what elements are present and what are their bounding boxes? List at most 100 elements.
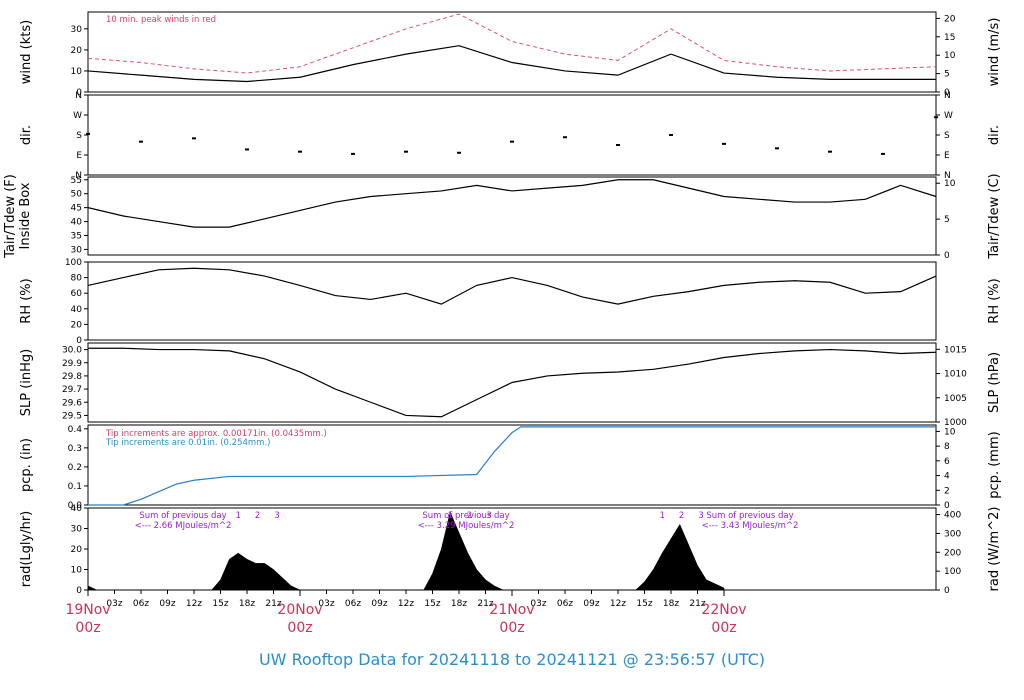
ytick-right-label: N [944,91,951,101]
pcp-note-1: Tip increments are approx. 0.00171in. (0… [105,429,327,439]
ytick-label: 29.6 [62,398,82,408]
ytick-label: 40 [71,218,83,228]
ytick-label: 29.5 [62,411,82,421]
ytick-label: 0.3 [68,444,82,454]
ytick-label: 29.8 [62,372,82,382]
ytick-right-label: 1010 [944,370,967,380]
ytick-label: 20 [71,545,83,555]
series-pcp [88,426,936,506]
ylabel-right-tair: Tair/Tdew (C) [987,173,1002,259]
rad-note-line2: <--- 3.29 MJoules/m^2 [418,521,515,531]
ytick-label: 30 [71,525,83,535]
point-dir [881,152,885,155]
day-label-time: 00z [711,620,736,636]
ylabel-pcp: pcp. (in) [19,438,34,492]
ytick-label: 20 [71,46,83,56]
rad-mark: 3 [274,511,279,521]
panel-frame-tair [87,176,937,256]
rad-mark: 2 [255,511,260,521]
wind-note: 10 min. peak winds in red [106,15,216,25]
ytick-right-label: 6 [944,457,950,467]
ytick-right-label: 1015 [944,345,967,355]
xtick-label: 12z [186,599,202,609]
panel-frame-slp [87,342,937,423]
day-label-date: 19Nov [65,602,110,618]
ytick-right-label: N [944,171,951,181]
ytick-label: 20 [71,320,83,330]
ylabel-right-dir: dir. [987,125,1002,145]
point-dir [722,142,726,145]
point-dir [245,148,249,151]
xtick-label: 18z [239,599,255,609]
point-dir [404,150,408,153]
ytick-label: N [75,171,82,181]
xtick-label: 15z [212,599,228,609]
ytick-right-label: 400 [944,511,961,521]
ytick-label: 55 [71,176,82,186]
pcp-note-2: Tip increments are 0.01in. (0.254mm.) [105,438,270,448]
rad-mark: 2 [467,511,472,521]
ylabel-right-wind: wind (m/s) [987,18,1002,87]
ytick-label: 0.0 [68,501,83,511]
day-label-date: 21Nov [489,602,534,618]
ytick-right-label: S [944,131,950,141]
xtick-label: 09z [371,599,387,609]
ytick-label: 0 [76,88,82,98]
ytick-label: 0.1 [68,482,82,492]
rad-mark: 2 [679,511,684,521]
point-dir [192,137,196,140]
ytick-right-label: 10 [944,51,956,61]
ylabel-dir: dir. [19,125,34,145]
xtick-label: 21z [689,599,705,609]
xtick-label: 15z [636,599,652,609]
point-dir [351,152,355,155]
rad-note-line2: <--- 2.66 MJoules/m^2 [135,521,232,531]
xtick-label: 12z [398,599,414,609]
rad-mark: 1 [659,511,664,521]
rad-note-line1: Sum of previous day [706,511,793,521]
xtick-label: 09z [583,599,599,609]
ytick-label: 0 [76,336,82,346]
ytick-label: 29.7 [62,385,82,395]
point-dir [563,136,567,139]
ytick-right-label: 0 [944,501,950,511]
panel-slp: SLP (inHg) SLP (hPa) 29.5 29.6 29.7 29.8 29.9 3… [19,342,1002,428]
point-dir [669,134,673,136]
ytick-label: E [76,151,82,161]
panel-rh: RH (%) RH (%) 0 20 40 60 80 100 [19,258,1002,346]
ytick-right-label: 15 [944,33,955,43]
panel-pcp: pcp. (in) pcp. (mm) 0.0 0.1 0.2 0.3 0.4 0 2 4 6 8 10 [19,424,1002,511]
rad-mark: 3 [486,511,491,521]
ytick-label: 100 [65,258,82,268]
day-label-date: 20Nov [277,602,322,618]
ytick-label: 30 [71,245,83,255]
xtick-label: 09z [159,599,175,609]
ylabel-wind: wind (kts) [19,20,34,84]
ytick-label: W [73,111,82,121]
panel-frame-rh [87,261,937,341]
xtick-label: 12z [610,599,626,609]
ytick-label: 29.9 [62,359,82,369]
ytick-right-label: 4 [944,472,950,482]
ytick-label: 45 [71,204,82,214]
point-dir [510,140,514,143]
ytick-right-label: 0 [944,88,950,98]
ytick-right-label: 200 [944,548,961,558]
point-dir [775,147,779,150]
ytick-label: 30 [71,25,83,35]
series-tair [87,179,937,228]
ytick-right-label: 0 [944,586,950,596]
ylabel-right-rh: RH (%) [987,278,1002,323]
series-rad [87,511,725,591]
ytick-right-label: E [944,151,950,161]
xtick-label: 06z [557,599,573,609]
ylabel-tair: Tair/Tdew (F) [3,174,18,259]
ytick-right-label: 2 [944,486,950,496]
ytick-right-label: 8 [944,442,950,452]
ylabel-right-pcp: pcp. (mm) [987,431,1002,498]
point-dir [298,150,302,153]
series-rh [87,267,937,305]
xtick-label: 18z [451,599,467,609]
point-dir [457,151,461,154]
